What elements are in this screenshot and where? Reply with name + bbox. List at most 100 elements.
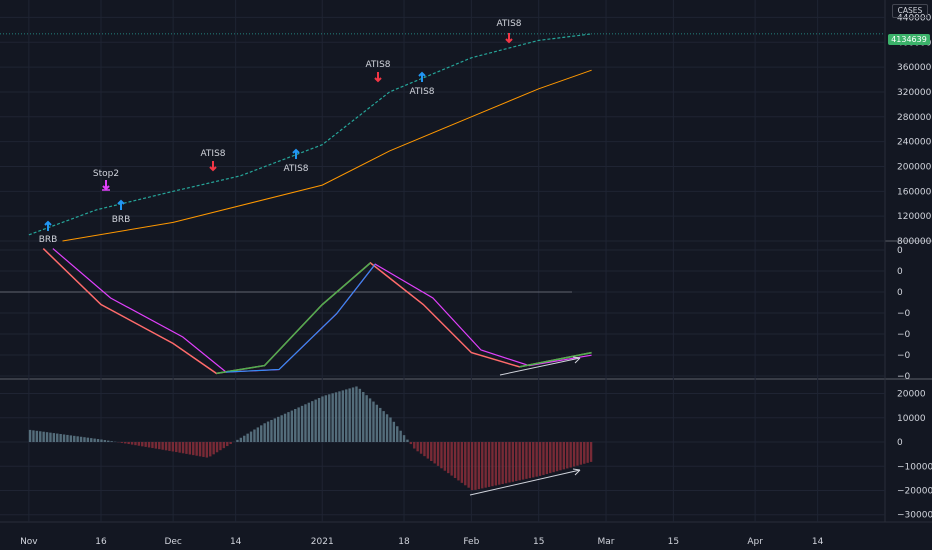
cases-line[interactable] (28, 33, 592, 236)
histogram-bar (171, 442, 175, 452)
histogram-bar (379, 407, 382, 443)
histogram-bar (42, 431, 45, 443)
histogram-bar (185, 442, 188, 454)
signal-marker: BRB (39, 220, 57, 245)
signal-marker: ATIS8 (409, 71, 435, 97)
price-tick-label: 2400000 (897, 138, 932, 148)
signal-marker: ATIS8 (365, 60, 391, 83)
histogram-bar (409, 442, 413, 445)
histogram-bar (494, 442, 498, 486)
histogram-bar (545, 442, 549, 475)
histogram-bar (273, 418, 277, 443)
histogram-bar (511, 442, 515, 482)
time-tick-label: 16 (95, 537, 107, 547)
histogram-bar (192, 442, 195, 456)
signal-label: ATIS8 (365, 60, 390, 70)
histogram-bar (436, 442, 440, 466)
scale-toggle-button[interactable]: CASES (892, 4, 928, 18)
histogram-bar (382, 411, 385, 443)
histogram-bar (385, 414, 389, 443)
histogram-bar (430, 442, 433, 462)
histogram-bar (154, 442, 158, 449)
price-tick-label: 1200000 (897, 212, 932, 222)
histogram-bar (236, 439, 239, 443)
histogram-bar (484, 442, 487, 488)
histogram-bar (583, 442, 586, 464)
oscillator-pane[interactable] (42, 248, 592, 376)
histogram-bar (277, 416, 280, 443)
signal-label: ATIS8 (409, 87, 434, 97)
histogram-bar (351, 387, 355, 443)
histogram-bar (535, 442, 538, 477)
histogram-bar (579, 442, 583, 465)
histogram-bar (76, 436, 79, 443)
histogram-bar (413, 442, 416, 449)
histogram-bar (243, 435, 246, 443)
histogram-bar (253, 429, 256, 443)
histogram-bar (372, 401, 375, 443)
histogram-bar (35, 430, 39, 443)
arrow-up-icon (44, 220, 52, 231)
histogram-bar (321, 396, 324, 443)
trend-arrow-head (572, 356, 581, 364)
arrow-down-icon (505, 33, 513, 44)
histogram-bar (83, 437, 86, 443)
histogram-bar (103, 440, 107, 443)
grid (0, 0, 932, 523)
histogram-bar (474, 442, 477, 490)
histogram-tick-label: 20000 (897, 390, 926, 400)
histogram-bar (294, 408, 297, 443)
histogram-bar (504, 442, 508, 484)
histogram-bar (508, 442, 511, 483)
histogram-bar (66, 434, 69, 443)
price-tick-label: 3200000 (897, 88, 932, 98)
histogram-bar (205, 442, 209, 458)
trend-arrow-head (572, 468, 581, 476)
histogram-pane[interactable] (28, 386, 593, 496)
histogram-bar (392, 421, 396, 443)
histogram-bar (589, 442, 593, 462)
histogram-bar (396, 426, 399, 443)
histogram-bar (137, 442, 141, 446)
histogram-bar (151, 442, 154, 449)
histogram-bar (314, 399, 317, 443)
histogram-bar (362, 392, 365, 443)
arrow-down-icon (102, 180, 110, 191)
signal-label: ATIS8 (200, 149, 225, 159)
histogram-bar (39, 431, 42, 443)
histogram-bar (188, 442, 192, 455)
histogram-bar (120, 442, 124, 443)
histogram-bar (73, 435, 76, 443)
histogram-bar (215, 442, 219, 453)
histogram-bar (161, 442, 164, 450)
histogram-bar (399, 430, 402, 443)
histogram-bar (256, 427, 260, 443)
histogram-bar (178, 442, 181, 453)
histogram-bar (32, 430, 35, 443)
histogram-bar (406, 439, 409, 443)
histogram-bar (198, 442, 202, 457)
histogram-bar (290, 410, 294, 443)
histogram-bar (440, 442, 443, 469)
price-pane[interactable] (0, 33, 885, 242)
histogram-bar (164, 442, 168, 451)
oscillator-tick-label: −0 (897, 351, 911, 361)
histogram-bar (538, 442, 542, 476)
histogram-bar (134, 442, 137, 446)
histogram-bar (549, 442, 552, 474)
histogram-bar (491, 442, 494, 487)
signal-marker: BRB (112, 199, 130, 225)
histogram-bar (515, 442, 518, 482)
time-tick-label: 2021 (311, 537, 334, 547)
moving-average-line[interactable] (62, 69, 592, 242)
arrow-down-icon (209, 161, 217, 172)
histogram-bar (93, 438, 96, 443)
histogram-bar (287, 412, 290, 443)
arrow-up-icon (292, 148, 300, 159)
histogram-bar (433, 442, 436, 464)
histogram-bar (266, 421, 270, 443)
histogram-bar (559, 442, 562, 471)
histogram-bar (212, 442, 215, 455)
